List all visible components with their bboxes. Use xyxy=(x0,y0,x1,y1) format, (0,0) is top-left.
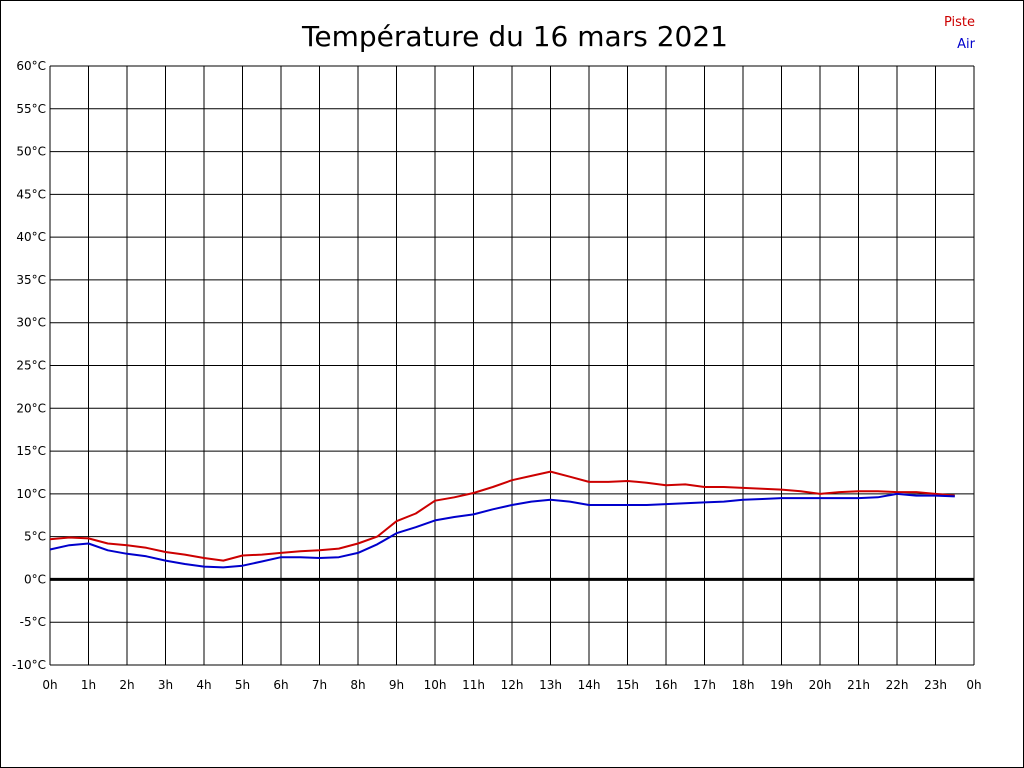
x-tick-label: 10h xyxy=(424,678,447,692)
x-tick-label: 12h xyxy=(501,678,524,692)
y-tick-label: 60°C xyxy=(16,59,46,73)
x-tick-label: 20h xyxy=(809,678,832,692)
x-tick-label: 4h xyxy=(196,678,211,692)
y-tick-label: 15°C xyxy=(16,444,46,458)
x-tick-label: 9h xyxy=(389,678,404,692)
x-tick-label: 17h xyxy=(693,678,716,692)
x-tick-label: 14h xyxy=(578,678,601,692)
x-tick-label: 18h xyxy=(732,678,755,692)
y-tick-label: 0°C xyxy=(24,572,46,586)
y-tick-label: 10°C xyxy=(16,487,46,501)
y-tick-label: 55°C xyxy=(16,102,46,116)
x-tick-label: 3h xyxy=(158,678,173,692)
legend-entry-piste: Piste xyxy=(944,15,975,30)
y-tick-label: 50°C xyxy=(16,145,46,159)
x-tick-label: 2h xyxy=(119,678,134,692)
series-line-air xyxy=(49,492,955,569)
x-tick-label: 5h xyxy=(235,678,250,692)
x-tick-label: 19h xyxy=(770,678,793,692)
y-tick-label: 35°C xyxy=(16,273,46,287)
series-line-piste xyxy=(49,470,955,562)
axes: 0h 1h 2h 3h 4h 5h 6h 7h 8h 9h 10h 11h 12h 13h 14h 15h 16… xyxy=(12,59,982,692)
x-tick-label: 0h xyxy=(966,678,981,692)
y-tick-label: 5°C xyxy=(24,530,46,544)
x-tick-label: 6h xyxy=(273,678,288,692)
x-tick-label: 13h xyxy=(539,678,562,692)
x-tick-label: 16h xyxy=(655,678,678,692)
y-tick-label: -10°C xyxy=(12,658,46,672)
series-lines xyxy=(49,470,955,569)
y-tick-label: 20°C xyxy=(16,401,46,415)
x-tick-label: 23h xyxy=(924,678,947,692)
x-tick-label: 8h xyxy=(350,678,365,692)
x-tick-label: 1h xyxy=(81,678,96,692)
x-tick-label: 22h xyxy=(886,678,909,692)
legend: Piste Air xyxy=(944,15,976,52)
x-tick-label: 0h xyxy=(42,678,57,692)
chart-title: Température du 16 mars 2021 xyxy=(301,20,728,53)
x-tick-label: 11h xyxy=(462,678,485,692)
x-tick-label: 15h xyxy=(616,678,639,692)
y-tick-label: 25°C xyxy=(16,359,46,373)
y-tick-label: 40°C xyxy=(16,230,46,244)
grid xyxy=(49,65,975,666)
y-tick-label: 45°C xyxy=(16,187,46,201)
x-tick-label: 21h xyxy=(847,678,870,692)
legend-entry-air: Air xyxy=(957,37,976,52)
y-tick-label: -5°C xyxy=(20,615,46,629)
x-tick-label: 7h xyxy=(312,678,327,692)
y-tick-label: 30°C xyxy=(16,316,46,330)
